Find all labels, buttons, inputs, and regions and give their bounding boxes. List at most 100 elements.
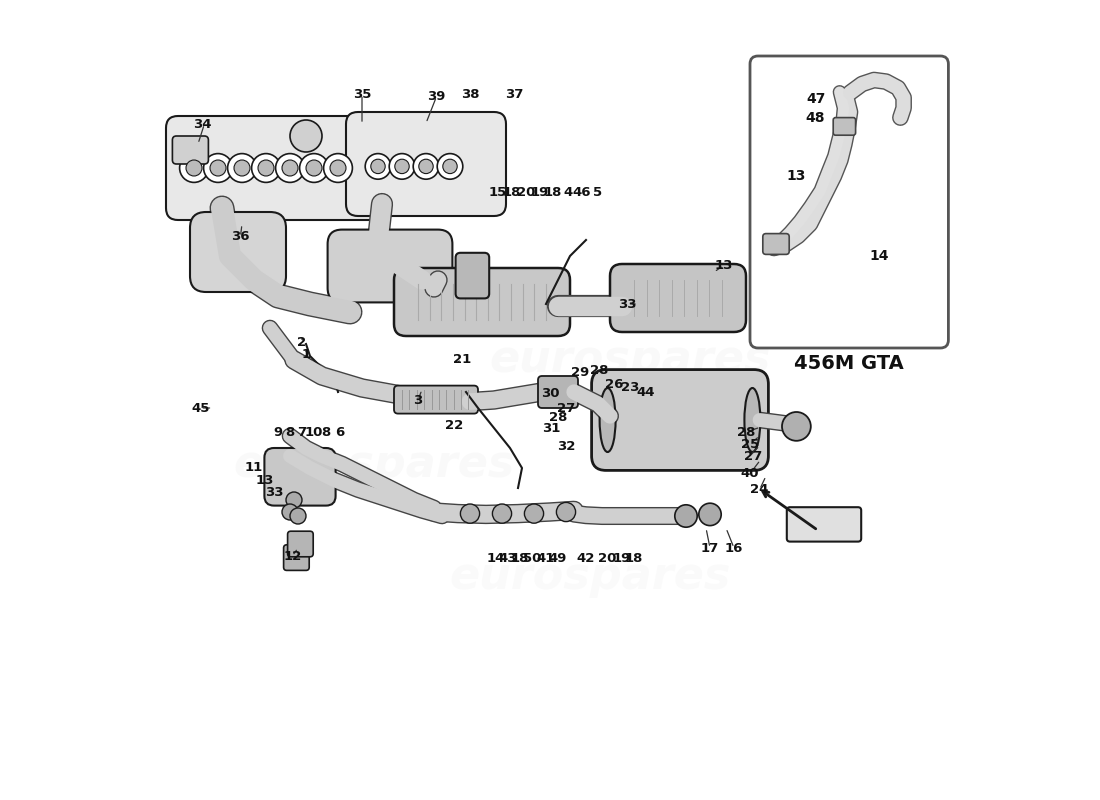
Text: eurospares: eurospares (449, 554, 730, 598)
Circle shape (252, 154, 280, 182)
Text: 19: 19 (613, 552, 631, 565)
Circle shape (210, 160, 225, 176)
FancyBboxPatch shape (287, 531, 314, 557)
Text: 36: 36 (231, 230, 250, 243)
FancyBboxPatch shape (394, 268, 570, 336)
Text: 12: 12 (284, 550, 301, 562)
Circle shape (204, 154, 232, 182)
Text: 40: 40 (740, 467, 759, 480)
Circle shape (282, 504, 298, 520)
Text: 8: 8 (285, 426, 295, 438)
Text: 18: 18 (625, 552, 644, 565)
Text: 9: 9 (274, 426, 283, 438)
Circle shape (234, 160, 250, 176)
FancyBboxPatch shape (786, 507, 861, 542)
Circle shape (276, 154, 305, 182)
Text: 33: 33 (265, 486, 284, 498)
FancyBboxPatch shape (750, 56, 948, 348)
Text: 42: 42 (576, 552, 595, 565)
Text: 18: 18 (544, 186, 562, 198)
Circle shape (782, 412, 811, 441)
Circle shape (179, 154, 208, 182)
Text: 14: 14 (486, 552, 505, 565)
Circle shape (493, 504, 512, 523)
Circle shape (330, 160, 346, 176)
Text: 13: 13 (255, 474, 274, 486)
Text: 41: 41 (536, 552, 554, 565)
Text: 1: 1 (301, 348, 310, 361)
Circle shape (395, 159, 409, 174)
Text: 13: 13 (714, 259, 733, 272)
Text: 28: 28 (737, 426, 756, 438)
Circle shape (698, 503, 722, 526)
Text: 4: 4 (563, 186, 572, 198)
Text: 44: 44 (637, 386, 656, 398)
FancyBboxPatch shape (346, 112, 506, 216)
Text: 26: 26 (605, 378, 624, 390)
Circle shape (282, 160, 298, 176)
Text: 20: 20 (598, 552, 617, 565)
Circle shape (443, 159, 458, 174)
Circle shape (461, 504, 480, 523)
Text: 18: 18 (503, 186, 520, 198)
Text: 37: 37 (505, 88, 524, 101)
Text: 7: 7 (297, 426, 307, 438)
Text: 20: 20 (517, 186, 536, 198)
Circle shape (525, 504, 543, 523)
Text: 27: 27 (557, 402, 575, 414)
Text: 3: 3 (414, 394, 422, 406)
Circle shape (186, 160, 202, 176)
Text: 28: 28 (591, 364, 608, 377)
Text: 8: 8 (321, 426, 331, 438)
Circle shape (228, 154, 256, 182)
Ellipse shape (600, 388, 616, 452)
FancyBboxPatch shape (166, 116, 382, 220)
FancyBboxPatch shape (394, 386, 478, 414)
Text: 23: 23 (620, 381, 639, 394)
FancyBboxPatch shape (538, 376, 578, 408)
Circle shape (299, 154, 329, 182)
Circle shape (286, 492, 302, 508)
Text: 38: 38 (461, 88, 480, 101)
Text: 43: 43 (498, 552, 517, 565)
Text: 21: 21 (453, 354, 471, 366)
Circle shape (437, 154, 463, 179)
Text: 22: 22 (444, 419, 463, 432)
Text: eurospares: eurospares (490, 338, 771, 382)
Text: 13: 13 (786, 169, 806, 183)
Text: 2: 2 (297, 336, 307, 349)
Text: 18: 18 (510, 552, 529, 565)
Text: 6: 6 (336, 426, 344, 438)
Ellipse shape (745, 388, 760, 452)
Text: 17: 17 (701, 542, 719, 554)
Circle shape (258, 160, 274, 176)
Text: 48: 48 (806, 110, 825, 125)
Text: 32: 32 (557, 440, 575, 453)
Text: 45: 45 (191, 402, 210, 414)
Text: 15: 15 (488, 186, 507, 198)
Text: 50: 50 (524, 552, 541, 565)
Circle shape (323, 154, 352, 182)
FancyBboxPatch shape (284, 545, 309, 570)
Text: 24: 24 (750, 483, 769, 496)
Text: 27: 27 (744, 450, 762, 462)
Text: 456M GTA: 456M GTA (794, 354, 904, 374)
Text: 19: 19 (530, 186, 549, 198)
Text: 39: 39 (427, 90, 446, 103)
Text: 28: 28 (549, 411, 568, 424)
Text: 25: 25 (741, 438, 759, 450)
FancyBboxPatch shape (762, 234, 789, 254)
Text: 29: 29 (571, 366, 590, 378)
Circle shape (674, 505, 697, 527)
Text: eurospares: eurospares (233, 442, 515, 486)
Circle shape (306, 160, 322, 176)
Text: 11: 11 (245, 461, 263, 474)
Text: 35: 35 (353, 88, 371, 101)
FancyBboxPatch shape (833, 118, 856, 135)
FancyBboxPatch shape (455, 253, 490, 298)
Circle shape (365, 154, 390, 179)
Text: 46: 46 (573, 186, 592, 198)
Text: 47: 47 (806, 92, 825, 106)
Circle shape (290, 508, 306, 524)
Circle shape (389, 154, 415, 179)
